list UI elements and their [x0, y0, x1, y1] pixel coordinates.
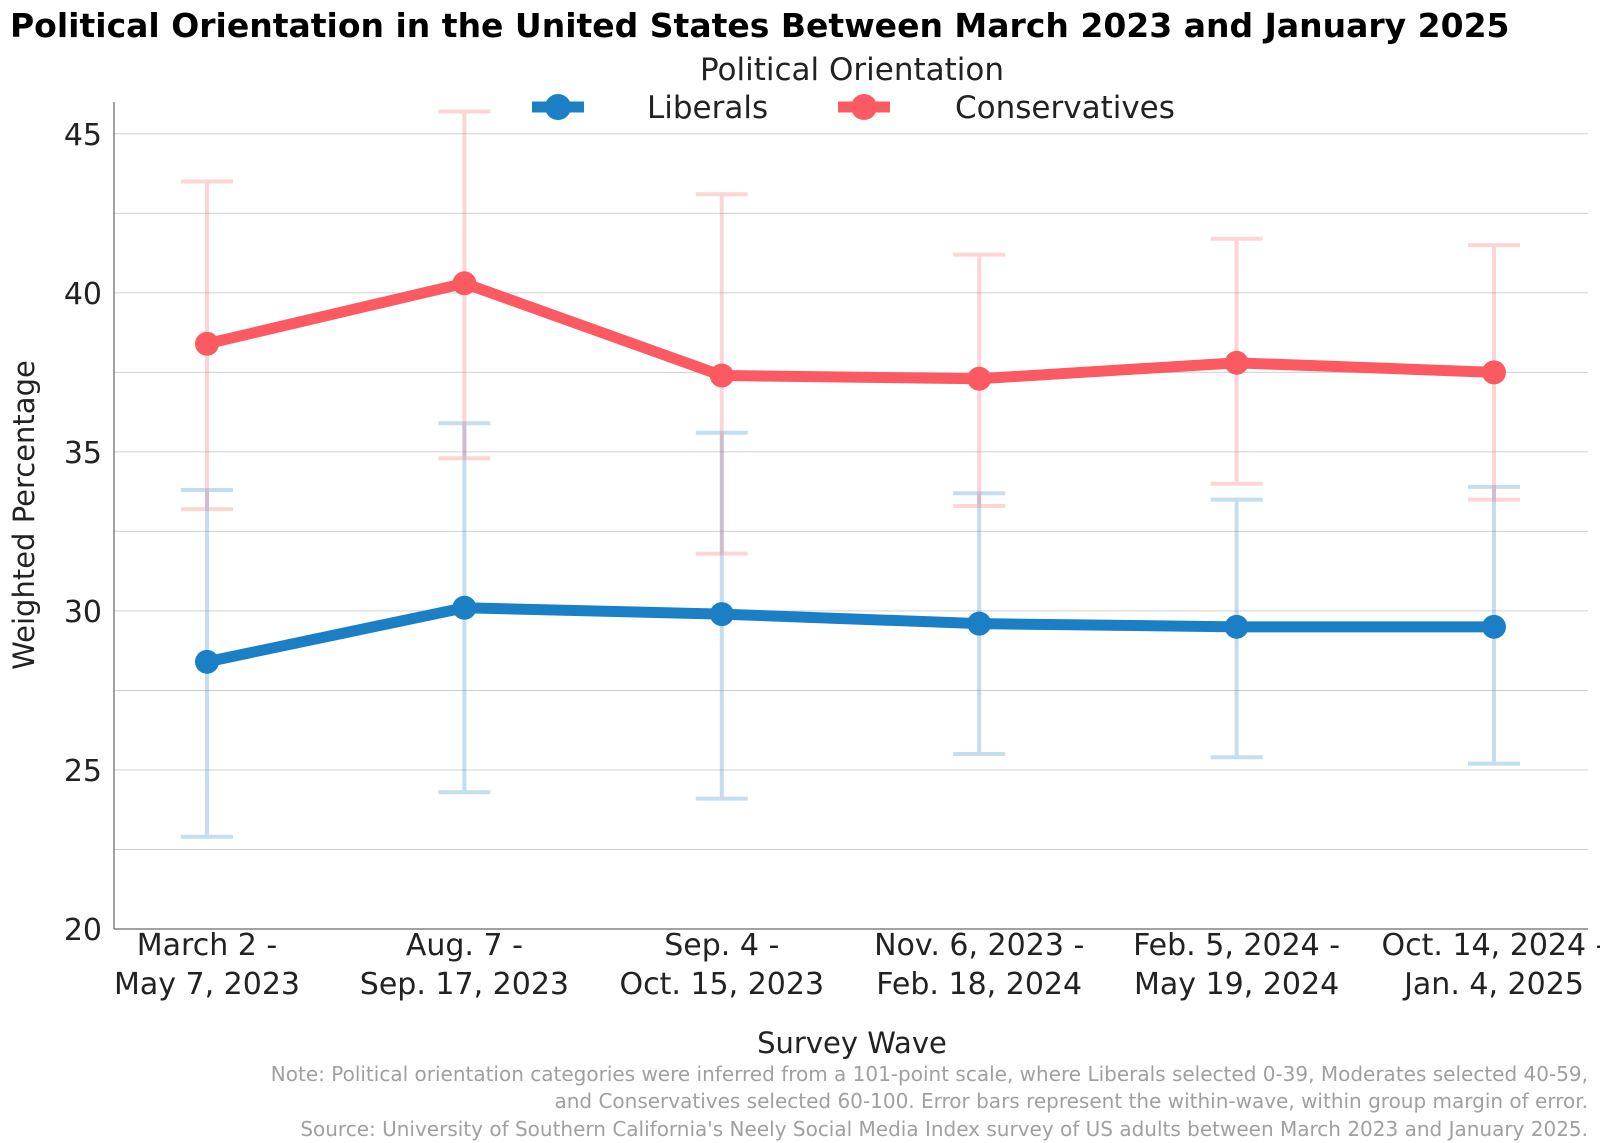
source-line: Source: University of Southern Californi… [300, 1117, 1588, 1141]
x-tick-labels: March 2 - May 7, 2023 Aug. 7 - Sep. 17, 202… [114, 928, 1600, 1002]
x-tick-label: May 7, 2023 [114, 967, 300, 1002]
data-point-conservatives [967, 366, 992, 391]
legend-item-liberals: Liberals [532, 90, 768, 126]
legend-title: Political Orientation [700, 52, 1004, 88]
data-point-conservatives [709, 363, 734, 388]
series-lines [201, 277, 1500, 668]
x-tick-label: March 2 - [137, 928, 277, 963]
note-line-2: and Conservatives selected 60-100. Error… [554, 1089, 1588, 1113]
legend-items: Liberals Conservatives [532, 90, 1175, 126]
legend-swatch-marker [851, 94, 877, 120]
data-point-conservatives [1482, 360, 1506, 385]
x-tick-label: Oct. 15, 2023 [620, 967, 825, 1002]
series-line-liberals [201, 602, 1500, 668]
x-tick-label: Sep. 4 - [664, 928, 779, 963]
series-line-conservatives [201, 277, 1500, 385]
data-point-conservatives [452, 271, 477, 296]
data-point-liberals [1224, 614, 1249, 639]
x-tick-label: Feb. 5, 2024 - [1133, 928, 1340, 963]
y-tick-label: 25 [64, 754, 102, 789]
legend-item-conservatives: Conservatives [838, 90, 1175, 126]
y-tick-label: 30 [64, 595, 102, 630]
x-tick-label: Nov. 6, 2023 - [874, 928, 1084, 963]
y-tick-labels: 20 25 30 35 40 45 [64, 118, 102, 948]
chart-notes: Note: Political orientation categories w… [271, 1062, 1588, 1141]
x-tick-label: Oct. 14, 2024 - [1382, 928, 1600, 963]
note-line-1: Note: Political orientation categories w… [271, 1062, 1588, 1086]
x-tick-label: Jan. 4, 2025 [1402, 967, 1584, 1002]
y-axis-title: Weighted Percentage [7, 360, 41, 670]
axes [113, 102, 1588, 930]
x-tick-label: May 19, 2024 [1134, 967, 1339, 1002]
error-bars [181, 109, 1520, 839]
data-point-liberals [452, 595, 477, 620]
legend: Political Orientation Liberals Conservati… [532, 52, 1175, 126]
x-tick-label: Sep. 17, 2023 [360, 967, 569, 1002]
data-point-conservatives [1224, 350, 1249, 375]
data-point-liberals [709, 602, 734, 627]
data-point-liberals [1482, 614, 1506, 639]
y-tick-label: 45 [64, 118, 102, 153]
chart-title: Political Orientation in the United Stat… [10, 6, 1510, 45]
data-point-liberals [195, 649, 219, 674]
data-point-liberals [967, 611, 992, 636]
legend-label: Conservatives [955, 90, 1175, 126]
y-tick-label: 20 [64, 913, 102, 948]
data-point-conservatives [195, 331, 219, 356]
gridlines [114, 133, 1588, 850]
legend-label: Liberals [647, 90, 768, 126]
x-axis-title: Survey Wave [757, 1026, 947, 1060]
x-tick-label: Aug. 7 - [406, 928, 523, 963]
series-points [195, 271, 1506, 674]
legend-swatch-marker [545, 94, 571, 120]
y-tick-label: 35 [64, 436, 102, 471]
x-tick-label: Feb. 18, 2024 [876, 967, 1082, 1002]
y-tick-label: 40 [64, 277, 102, 312]
